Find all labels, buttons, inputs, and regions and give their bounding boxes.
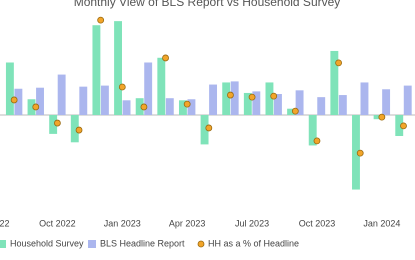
dot bbox=[54, 119, 61, 127]
bar bbox=[243, 92, 252, 115]
bar bbox=[178, 100, 187, 115]
bar bbox=[295, 90, 304, 115]
bar bbox=[114, 21, 122, 116]
legend-label: Household Survey bbox=[10, 238, 84, 248]
chart-title: Monthly View of BLS Report vs Household … bbox=[74, 0, 341, 9]
bar bbox=[200, 115, 209, 145]
dot bbox=[205, 124, 213, 132]
bar bbox=[403, 85, 412, 115]
x-tick-label: Jan 2023 bbox=[104, 218, 141, 228]
x-tick-label: Apr 2023 bbox=[169, 218, 206, 228]
legend-marker bbox=[0, 240, 6, 248]
bar bbox=[274, 94, 282, 115]
bar bbox=[308, 115, 317, 146]
bar bbox=[230, 81, 239, 115]
bar bbox=[338, 95, 347, 115]
bar bbox=[122, 100, 131, 115]
dot bbox=[32, 103, 40, 111]
legend-marker bbox=[88, 240, 96, 248]
bar bbox=[330, 50, 339, 116]
dot bbox=[140, 103, 148, 111]
bar bbox=[92, 25, 101, 116]
dot bbox=[378, 113, 386, 121]
bar bbox=[79, 86, 88, 115]
bar bbox=[36, 87, 44, 115]
bar bbox=[382, 89, 391, 115]
bar bbox=[252, 91, 261, 115]
bar bbox=[360, 82, 369, 115]
dot bbox=[356, 149, 364, 157]
bar bbox=[57, 74, 66, 115]
dot bbox=[248, 93, 256, 101]
legend-label: BLS Headline Report bbox=[100, 238, 185, 248]
x-tick-label: Jul 2023 bbox=[235, 218, 269, 228]
bar bbox=[317, 97, 326, 115]
x-tick-label: Jan 2024 bbox=[363, 218, 400, 228]
x-tick-label: Oct 2022 bbox=[39, 218, 76, 228]
bar bbox=[70, 115, 79, 143]
dot bbox=[118, 83, 126, 91]
dot bbox=[335, 59, 342, 67]
bar bbox=[352, 115, 360, 190]
bar bbox=[209, 84, 218, 115]
bar bbox=[222, 82, 231, 115]
dot bbox=[291, 107, 299, 115]
bar bbox=[165, 98, 174, 115]
bar bbox=[265, 82, 274, 115]
legend-label: HH as a % of Headline bbox=[208, 238, 299, 248]
dot bbox=[10, 96, 18, 104]
bar bbox=[144, 62, 153, 115]
bar bbox=[287, 108, 296, 115]
bar bbox=[187, 99, 196, 115]
dot bbox=[400, 122, 407, 130]
dot bbox=[270, 92, 278, 100]
dot bbox=[75, 126, 83, 134]
legend-marker bbox=[197, 240, 205, 248]
x-tick-label: Oct 2023 bbox=[299, 218, 336, 228]
bar bbox=[100, 85, 109, 115]
dot bbox=[97, 16, 105, 24]
bar bbox=[49, 115, 58, 134]
bar bbox=[14, 88, 23, 115]
x-tick-label: Jul 2022 bbox=[0, 218, 10, 228]
bar bbox=[135, 98, 144, 115]
bar bbox=[5, 62, 14, 115]
bar bbox=[373, 115, 382, 120]
dot bbox=[313, 137, 321, 145]
bar bbox=[27, 99, 36, 115]
bar bbox=[395, 115, 404, 136]
dot bbox=[227, 91, 234, 99]
dot bbox=[162, 54, 169, 62]
bar bbox=[157, 57, 166, 115]
dot bbox=[183, 100, 191, 108]
